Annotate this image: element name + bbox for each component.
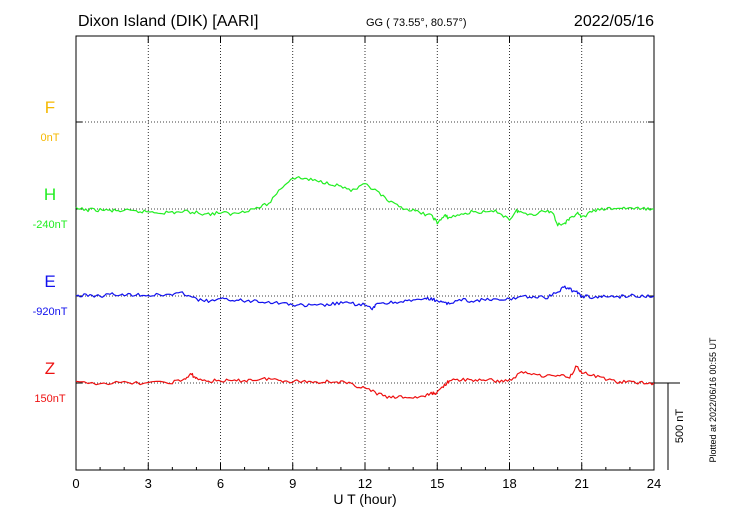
series-name-h: H [44,185,56,204]
x-tick-label: 12 [358,476,372,491]
x-tick-label: 0 [72,476,79,491]
series-line-z [75,365,655,399]
x-tick-label: 15 [430,476,444,491]
series-labels: F 0nT H -240nT E -920nT Z 150nT [33,98,68,405]
chart-title: Dixon Island (DIK) [AARI] [78,13,259,30]
series-baseline-h: -240nT [33,219,68,231]
x-tick-label: 6 [217,476,224,491]
series-baseline-e: -920nT [33,306,68,318]
x-axis-label: U T (hour) [333,491,396,507]
series-line-h [75,176,654,227]
coords-label: GG ( 73.55°, 80.57°) [366,17,467,29]
date-label: 2022/05/16 [574,13,654,30]
scale-bar: 500 nT [654,382,686,470]
series-line-e [75,285,655,311]
series-name-e: E [44,272,55,291]
series-lines [75,176,655,399]
plot-timestamp: Plotted at 2022/06/16 00:55 UT [708,337,718,463]
series-baseline-z: 150nT [34,393,65,405]
x-tick-label: 21 [575,476,589,491]
series-name-f: F [45,98,55,117]
x-tick-label: 9 [289,476,296,491]
x-tick-label: 3 [145,476,152,491]
grid-lines [76,36,654,470]
x-tick-label: 18 [502,476,516,491]
series-baseline-f: 0nT [41,132,60,144]
series-name-z: Z [45,359,55,378]
x-tick-label: 24 [647,476,661,491]
x-axis-ticks: 0 3 6 9 12 15 18 21 24 [72,36,661,491]
scale-bar-label: 500 nT [674,409,686,444]
